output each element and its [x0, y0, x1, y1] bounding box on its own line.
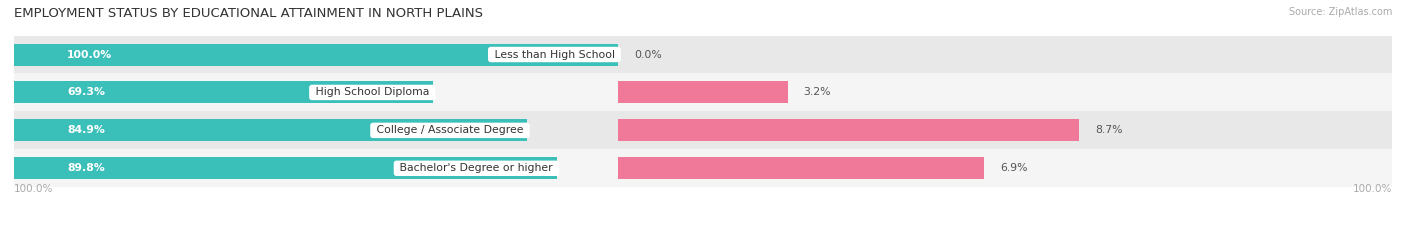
Bar: [14, 111, 1392, 149]
Bar: [14, 119, 527, 141]
Text: Less than High School: Less than High School: [491, 49, 619, 59]
Text: 89.8%: 89.8%: [67, 163, 105, 173]
Text: EMPLOYMENT STATUS BY EDUCATIONAL ATTAINMENT IN NORTH PLAINS: EMPLOYMENT STATUS BY EDUCATIONAL ATTAINM…: [14, 7, 484, 20]
Bar: [14, 157, 557, 179]
Bar: [14, 149, 1392, 187]
Text: 100.0%: 100.0%: [14, 184, 53, 194]
Text: 69.3%: 69.3%: [67, 87, 105, 97]
Text: 6.9%: 6.9%: [1000, 163, 1028, 173]
Text: Source: ZipAtlas.com: Source: ZipAtlas.com: [1288, 7, 1392, 17]
Bar: [619, 157, 984, 179]
Text: 8.7%: 8.7%: [1095, 125, 1122, 135]
Text: 84.9%: 84.9%: [67, 125, 105, 135]
Text: College / Associate Degree: College / Associate Degree: [373, 125, 527, 135]
Text: High School Diploma: High School Diploma: [312, 87, 433, 97]
Bar: [619, 119, 1080, 141]
Text: Bachelor's Degree or higher: Bachelor's Degree or higher: [396, 163, 557, 173]
Bar: [14, 73, 1392, 111]
Bar: [14, 36, 1392, 73]
Text: 3.2%: 3.2%: [804, 87, 831, 97]
Bar: [14, 82, 433, 103]
Bar: [619, 82, 787, 103]
Bar: [14, 44, 619, 65]
Text: 100.0%: 100.0%: [1353, 184, 1392, 194]
Text: 100.0%: 100.0%: [67, 49, 112, 59]
Text: 0.0%: 0.0%: [634, 49, 662, 59]
